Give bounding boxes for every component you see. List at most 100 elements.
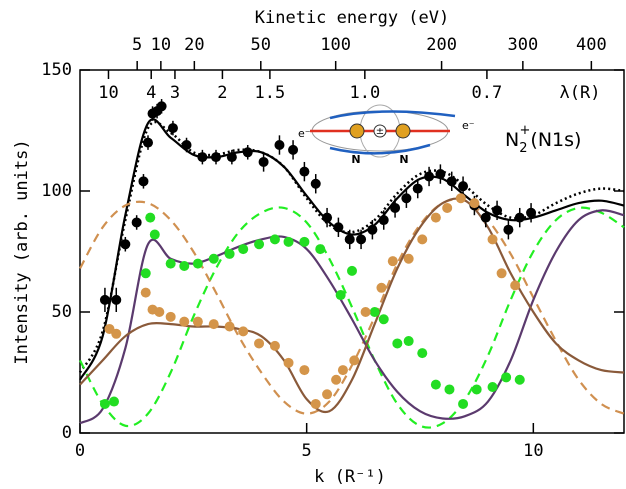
data-point: [179, 316, 190, 327]
data-point: [360, 307, 371, 317]
atom-label: N: [399, 153, 408, 166]
data-point: [487, 234, 498, 245]
atom-label: N: [351, 153, 360, 166]
data-point: [165, 311, 176, 322]
wavelength-tick-label: 10: [98, 83, 118, 103]
data-point: [254, 239, 265, 250]
data-point: [337, 365, 348, 376]
data-point: [333, 222, 344, 233]
data-point: [208, 319, 219, 330]
data-point: [192, 316, 203, 327]
data-point: [378, 215, 389, 226]
energy-tick-label: 50: [251, 35, 271, 55]
data-point: [458, 398, 469, 409]
data-point: [503, 224, 514, 235]
y-tick-label: 150: [41, 60, 72, 80]
data-point: [226, 152, 237, 163]
data-point: [367, 224, 378, 235]
data-point: [156, 101, 167, 112]
data-point: [310, 398, 321, 409]
data-point: [269, 234, 280, 245]
data-point: [331, 374, 342, 385]
data-point: [376, 282, 387, 293]
electron-label: e⁻: [462, 119, 475, 132]
data-point: [469, 198, 480, 209]
data-point: [510, 280, 521, 291]
x-tick-label: 0: [75, 441, 85, 461]
annotation-label: N2 +(N1s): [505, 123, 581, 156]
data-point: [369, 307, 380, 317]
wavelength-label: λ(R): [560, 83, 601, 103]
data-point: [514, 374, 525, 385]
data-point: [335, 290, 346, 301]
data-point: [310, 178, 321, 189]
wavelength-tick-label: 1.0: [349, 83, 380, 103]
wavelength-tick-label: 1.5: [255, 83, 286, 103]
data-point: [417, 234, 428, 245]
y-tick-label: 50: [52, 302, 72, 322]
y-tick-label: 100: [41, 181, 72, 201]
data-point: [179, 261, 190, 272]
data-point: [167, 123, 178, 134]
annotation-rest: (N1s): [530, 129, 581, 151]
center-label: ±: [376, 126, 384, 137]
data-point: [412, 183, 423, 194]
data-point: [471, 384, 482, 395]
data-point: [238, 244, 249, 255]
energy-tick-label: 300: [507, 35, 538, 55]
data-point: [424, 171, 435, 182]
data-point: [322, 212, 333, 223]
data-point: [120, 239, 131, 250]
data-point: [165, 258, 176, 269]
data-point: [392, 338, 403, 349]
data-point: [283, 236, 294, 247]
data-point: [99, 398, 110, 409]
data-point: [387, 256, 398, 267]
wavelength-tick-label: 4: [146, 83, 156, 103]
data-point: [242, 147, 253, 158]
data-point: [487, 382, 498, 393]
data-point: [403, 336, 414, 347]
data-point: [145, 212, 156, 223]
data-point: [430, 379, 441, 390]
data-point: [526, 207, 537, 218]
data-point: [211, 152, 221, 163]
data-point: [111, 328, 122, 339]
inset: ± e⁻ e⁻ N N: [298, 104, 475, 166]
data-point: [344, 234, 355, 245]
energy-tick-label: 20: [184, 35, 204, 55]
data-point: [131, 217, 142, 228]
data-point: [140, 287, 151, 298]
data-point: [238, 326, 249, 337]
data-point: [299, 166, 310, 177]
data-point: [143, 137, 153, 148]
data-point: [378, 314, 389, 325]
data-point: [258, 156, 269, 167]
data-point: [349, 355, 360, 366]
data-point: [501, 372, 512, 383]
data-point: [181, 140, 192, 151]
data-point: [492, 205, 503, 216]
energy-tick-label: 10: [151, 35, 171, 55]
data-point: [403, 253, 414, 264]
x-axis-title: k (R⁻¹): [314, 467, 386, 487]
annotation-sup: +: [520, 123, 531, 138]
energy-tick-label: 100: [320, 35, 351, 55]
data-point: [192, 258, 203, 269]
data-point: [444, 384, 455, 395]
center: [373, 124, 387, 138]
data-point: [446, 176, 457, 187]
data-point: [224, 248, 235, 259]
data-point: [269, 340, 280, 351]
data-point: [154, 307, 165, 317]
curve: [79, 197, 625, 414]
data-point: [315, 244, 326, 255]
wavelength-tick-label: 3: [170, 83, 180, 103]
data-point: [197, 152, 208, 163]
x-tick-label: 10: [523, 441, 543, 461]
data-point: [138, 176, 149, 187]
electron-label: e⁻: [298, 127, 311, 140]
wavelength-tick-label: 2: [217, 83, 227, 103]
